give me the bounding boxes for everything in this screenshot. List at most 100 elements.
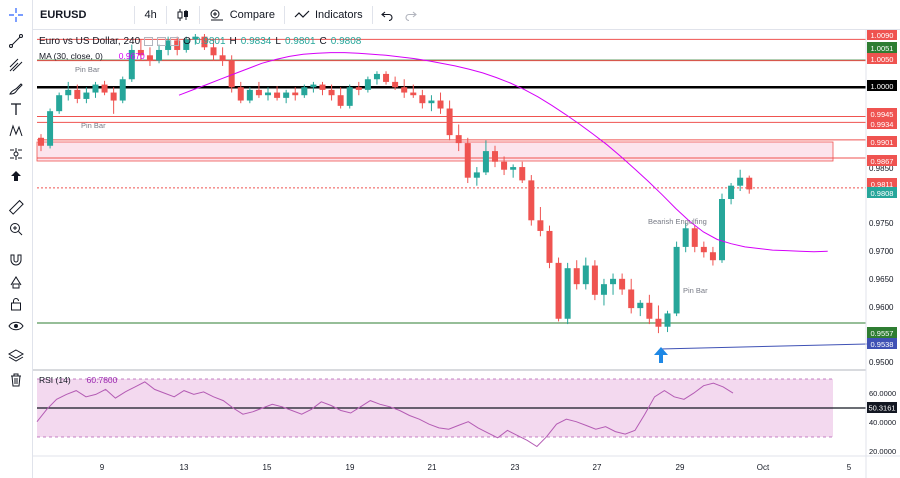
- toolbar-divider: [371, 5, 373, 24]
- arrow-up-icon[interactable]: [5, 165, 27, 187]
- redo-icon: [405, 11, 417, 21]
- redo-button[interactable]: [399, 0, 423, 29]
- price-tick-label: 0.9650: [869, 275, 894, 284]
- candle-body: [546, 230, 553, 263]
- ohlc-high-key: H: [229, 36, 237, 47]
- candle-body: [610, 278, 617, 285]
- indicators-button[interactable]: Indicators: [285, 0, 372, 29]
- legend-settings[interactable]: [157, 37, 167, 46]
- ruler-icon[interactable]: [5, 196, 27, 218]
- candle-body: [56, 95, 63, 112]
- candles: [38, 34, 753, 334]
- candle-body: [119, 79, 126, 101]
- zoom-in-icon[interactable]: [5, 218, 27, 240]
- time-tick-label: 29: [676, 463, 685, 472]
- chart-type-button[interactable]: [167, 0, 199, 29]
- compare-button[interactable]: Compare: [200, 0, 284, 29]
- candle-body: [728, 185, 735, 199]
- price-level-tag: [867, 42, 897, 53]
- candle-body: [292, 92, 299, 96]
- time-axis: 9 13 15 19 21 23 27 29 Oct 5: [100, 463, 852, 472]
- candle-body: [146, 55, 153, 61]
- toolbar-divider: [198, 5, 200, 24]
- eye-icon[interactable]: [5, 315, 27, 337]
- price-axis: 0.9850 0.9750 0.9700 0.9650 0.9600 0.9500: [869, 164, 894, 367]
- candle-body: [591, 265, 598, 295]
- brush-icon[interactable]: [5, 78, 27, 100]
- ohlc-close-key: C: [319, 36, 327, 47]
- candle-body: [346, 87, 353, 106]
- candle-body: [310, 84, 317, 88]
- rsi-label: RSI (14): [39, 375, 71, 385]
- compare-icon: [210, 9, 223, 20]
- layers-icon[interactable]: [5, 345, 27, 367]
- trash-icon[interactable]: [5, 369, 27, 391]
- price-level-tag: [867, 327, 897, 338]
- legend-toggle[interactable]: [144, 37, 154, 46]
- time-tick-label: 9: [100, 463, 105, 472]
- ohlc-low-value: 0.9801: [284, 36, 316, 47]
- price-tick-label: 0.9600: [869, 303, 894, 312]
- candle-body: [619, 278, 626, 290]
- undo-button[interactable]: [373, 0, 399, 29]
- price-level-label: 0.9808: [871, 189, 894, 198]
- candle-body: [237, 87, 244, 101]
- trend-line-icon[interactable]: [5, 30, 27, 52]
- pitchfork-icon[interactable]: [5, 54, 27, 76]
- arrow-up-icon: [654, 347, 668, 363]
- candle-body: [265, 92, 271, 96]
- lock-icon[interactable]: [5, 293, 27, 315]
- rsi-legend[interactable]: RSI (14) 60.7800: [39, 375, 117, 385]
- candle-body: [110, 92, 117, 101]
- candle-body: [691, 228, 698, 247]
- candle-body: [528, 180, 535, 221]
- symbol-search[interactable]: EURUSD: [40, 8, 87, 21]
- candle-body: [719, 199, 725, 261]
- price-level-tag: [867, 178, 897, 189]
- ma-line: [178, 52, 828, 253]
- price-level-tag: [867, 80, 897, 91]
- interval-button[interactable]: 4h: [144, 8, 157, 21]
- candle-body: [255, 89, 262, 96]
- text-tool-icon[interactable]: [5, 98, 27, 120]
- candle-body: [501, 161, 508, 170]
- candle-body: [437, 100, 444, 109]
- lock-drawing-icon[interactable]: [5, 271, 27, 293]
- crosshair-icon[interactable]: [5, 4, 27, 26]
- undo-icon: [380, 11, 393, 21]
- candle-body: [74, 89, 81, 99]
- magnet-icon[interactable]: [5, 249, 27, 271]
- candle-body: [419, 95, 426, 104]
- price-tick-label: 0.9500: [869, 358, 894, 367]
- candle-body: [192, 36, 199, 40]
- candle-body: [219, 55, 226, 61]
- price-level-label: 0.9538: [871, 340, 894, 349]
- candle-body: [319, 84, 326, 90]
- candle-body: [246, 89, 253, 101]
- candle-body: [637, 302, 644, 309]
- price-level-tag: [867, 338, 897, 349]
- series-legend: Euro vs US Dollar, 240 O 0.9801 H 0.9834…: [39, 36, 361, 47]
- candle-body: [201, 36, 208, 48]
- price-level-tag: [867, 108, 897, 119]
- candle-body: [737, 177, 744, 186]
- compare-label: Compare: [229, 8, 275, 21]
- drawing-toolbar: [0, 0, 33, 478]
- price-level-label: 1.0051: [871, 44, 894, 53]
- ohlc-low-key: L: [275, 36, 281, 47]
- ma-legend[interactable]: MA (30, close, 0) 0.9670: [39, 51, 145, 61]
- pattern-icon[interactable]: [5, 120, 27, 142]
- candle-body: [628, 289, 635, 309]
- legend-more[interactable]: [170, 37, 180, 46]
- prediction-icon[interactable]: [5, 143, 27, 165]
- candle-body: [373, 73, 380, 80]
- price-level-tag: [867, 187, 897, 198]
- candle-body: [156, 49, 163, 61]
- price-level-label: 1.0050: [871, 55, 894, 64]
- pin-bar-label: Pin Bar: [75, 65, 100, 74]
- candle-body: [228, 60, 235, 88]
- price-chart[interactable]: 0.9850 0.9750 0.9700 0.9650 0.9600 0.9500 60.…: [33, 30, 900, 478]
- rsi-tick-label: 60.0000: [869, 389, 896, 398]
- rsi-value: 60.7800: [86, 375, 118, 385]
